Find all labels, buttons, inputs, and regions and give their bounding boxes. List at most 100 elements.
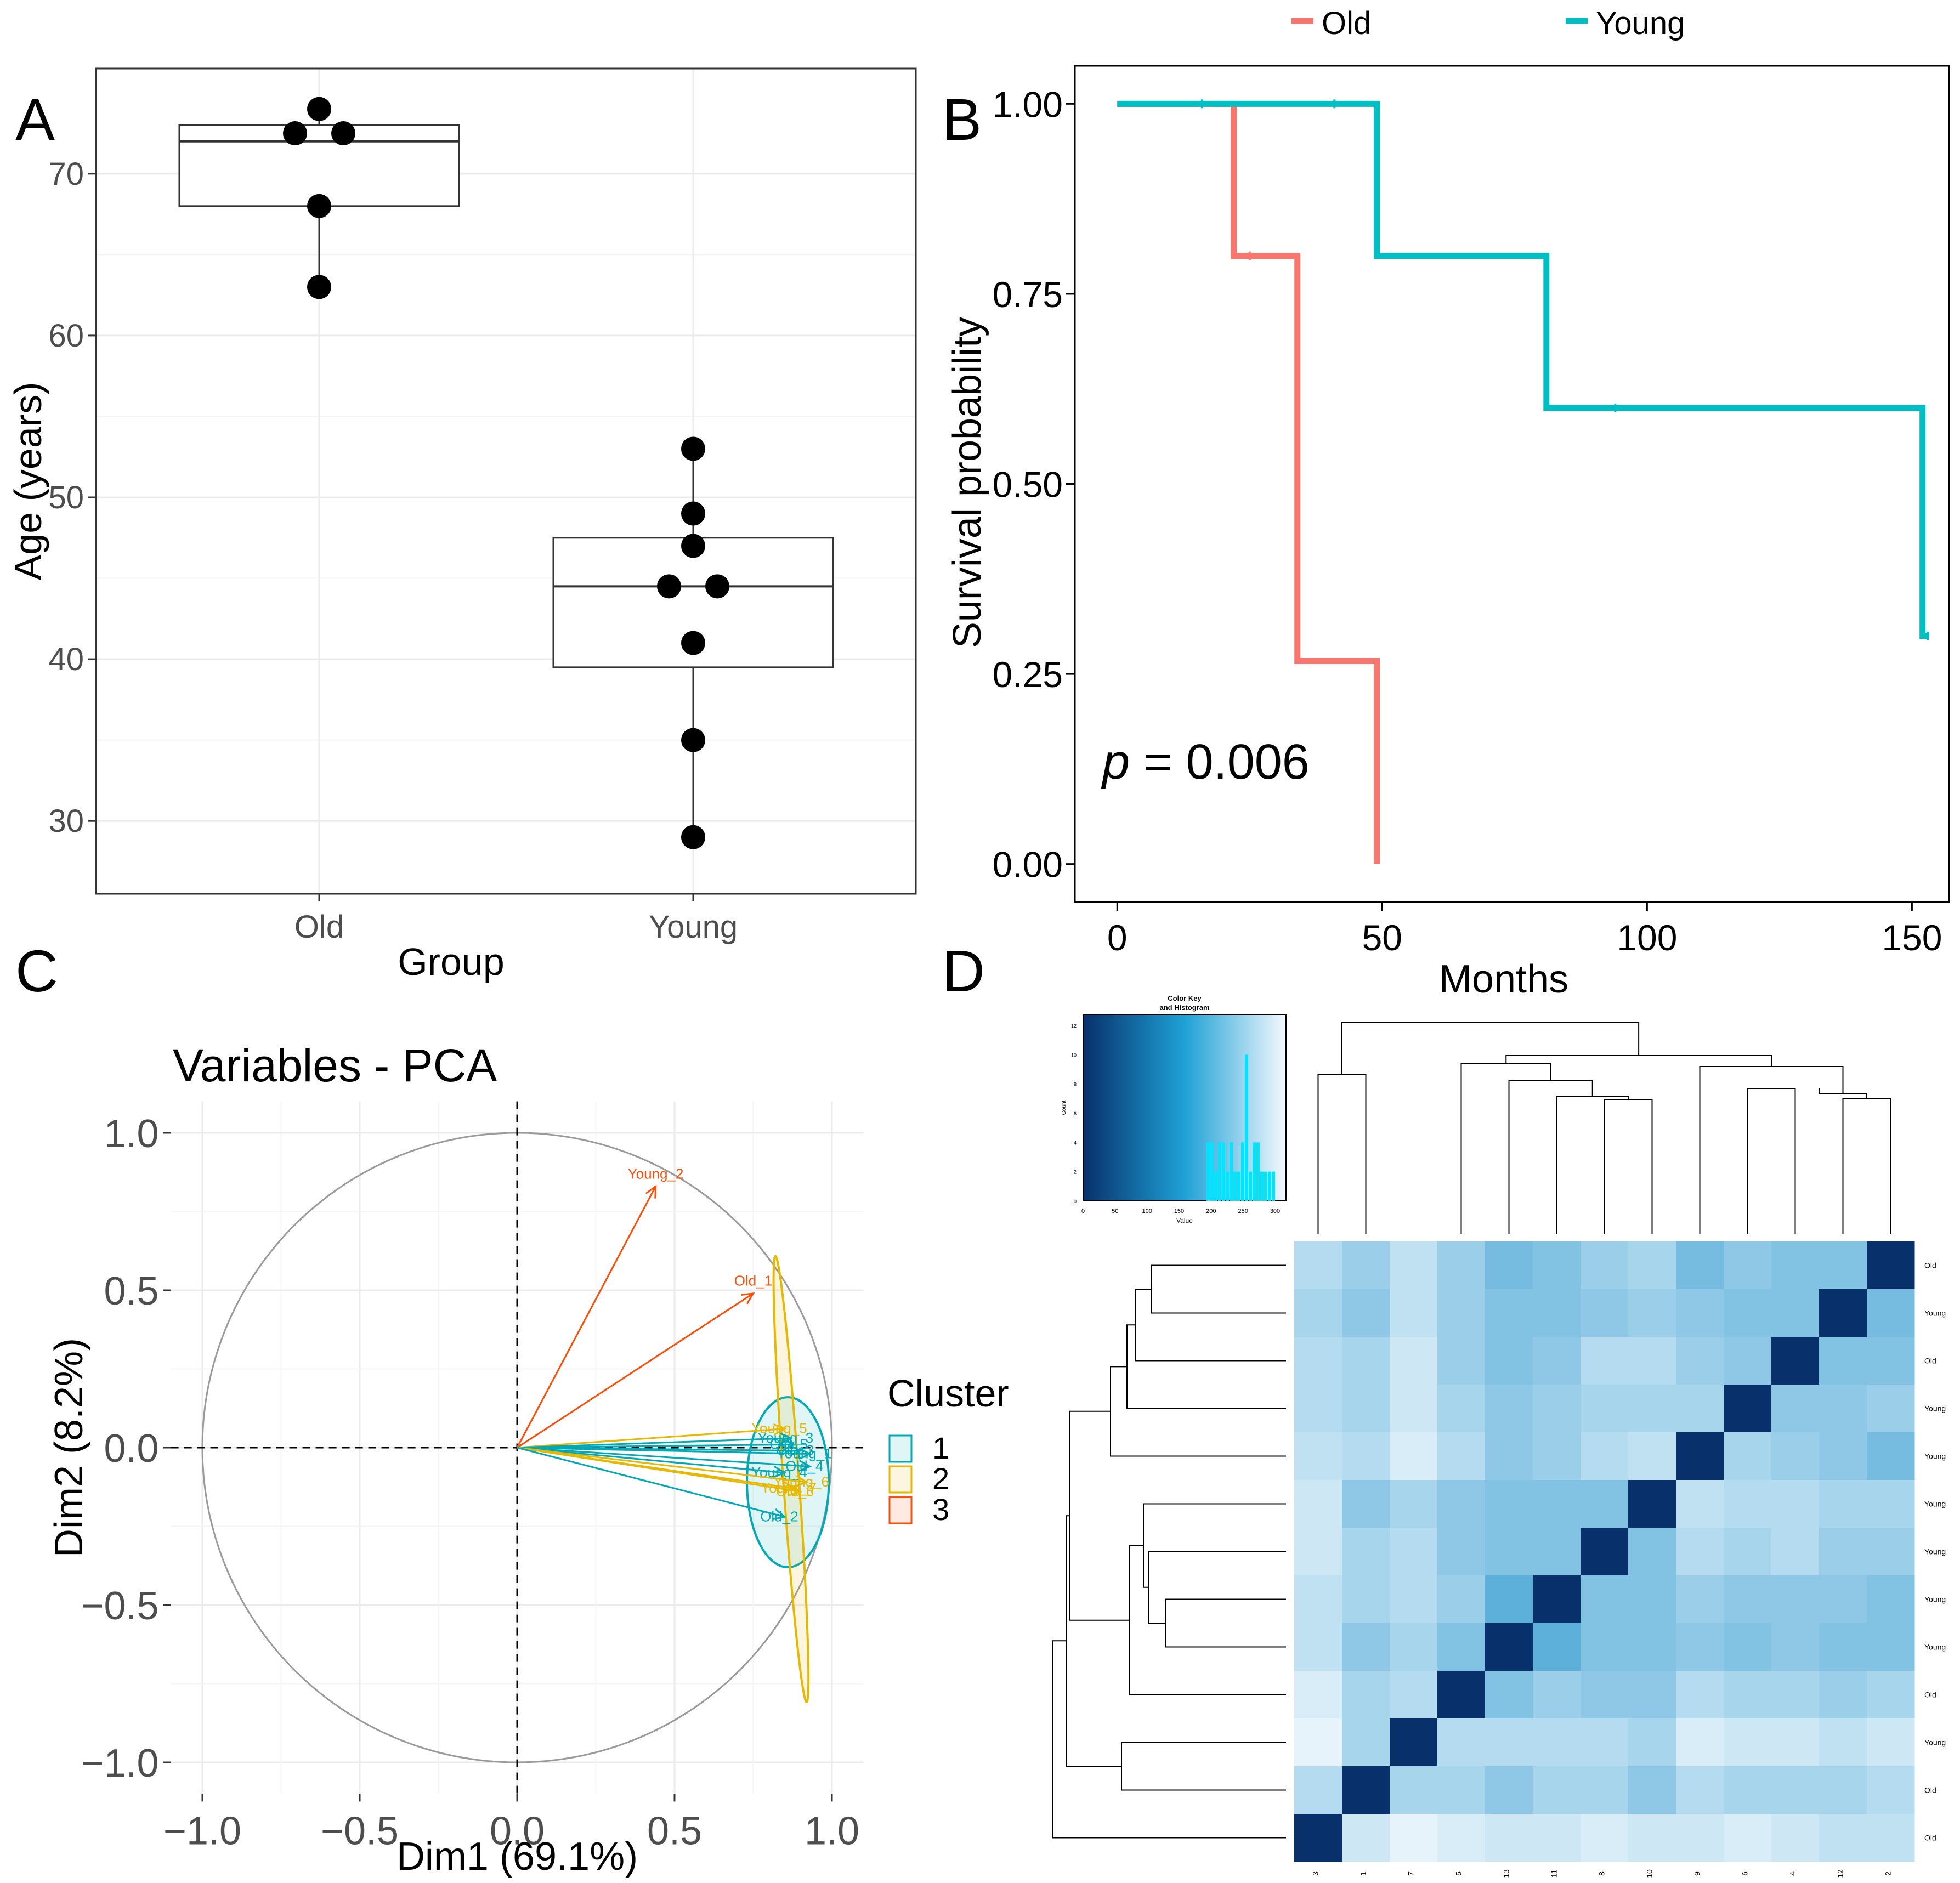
chart-title: Variables - PCA bbox=[173, 1040, 497, 1091]
data-point bbox=[681, 501, 705, 526]
heatmap-cell bbox=[1676, 1385, 1724, 1433]
row-dendrogram-link bbox=[1110, 1366, 1286, 1457]
heatmap-cell bbox=[1819, 1671, 1867, 1719]
arrow-head bbox=[798, 1460, 812, 1472]
row-label: Young bbox=[1924, 1309, 1946, 1318]
heatmap-cell bbox=[1581, 1241, 1629, 1290]
y-tick-label: 70 bbox=[48, 156, 84, 192]
x-axis-title: Months bbox=[1439, 957, 1568, 1001]
row-label: Young bbox=[1924, 1404, 1946, 1413]
heatmap-cell bbox=[1390, 1623, 1438, 1671]
heatmap-cell bbox=[1342, 1289, 1390, 1337]
heatmap-cell bbox=[1485, 1337, 1533, 1385]
heatmap-cell bbox=[1771, 1575, 1820, 1624]
y-tick-label: 0.00 bbox=[993, 844, 1063, 885]
legend-key-3 bbox=[888, 1496, 913, 1524]
heatmap-cell bbox=[1867, 1718, 1915, 1767]
key-x-tick-label: 100 bbox=[1142, 1208, 1152, 1215]
arrow-label: Old_2 bbox=[760, 1508, 798, 1524]
y-axis-title: Dim2 (8.2%) bbox=[47, 1338, 91, 1557]
histogram-bar bbox=[1218, 1142, 1221, 1201]
key-y-tick-label: 4 bbox=[1074, 1140, 1077, 1145]
key-x-tick-label: 150 bbox=[1174, 1208, 1184, 1215]
heatmap-cell bbox=[1485, 1289, 1533, 1337]
heatmap-cell bbox=[1581, 1480, 1629, 1528]
y-tick-label: 0.75 bbox=[993, 274, 1063, 315]
heatmap-cell bbox=[1724, 1766, 1772, 1814]
heatmap-cell bbox=[1867, 1289, 1915, 1337]
key-x-tick-label: 250 bbox=[1238, 1208, 1248, 1215]
heatmap-cell bbox=[1724, 1623, 1772, 1671]
heatmap-cell bbox=[1485, 1623, 1533, 1671]
heatmap-cell bbox=[1294, 1337, 1342, 1385]
key-y-tick-label: 10 bbox=[1071, 1052, 1077, 1058]
data-point bbox=[657, 574, 681, 599]
heatmap-cell bbox=[1724, 1671, 1772, 1719]
y-tick-label: −0.5 bbox=[81, 1584, 158, 1628]
km-curve-young bbox=[1117, 100, 1928, 639]
heatmap-cell bbox=[1628, 1671, 1676, 1719]
row-dendrogram-link bbox=[1151, 1264, 1286, 1314]
key-x-tick-label: 50 bbox=[1112, 1208, 1118, 1215]
row-label: Young bbox=[1924, 1738, 1946, 1747]
heatmap-cell bbox=[1294, 1289, 1342, 1337]
key-x-label: Value bbox=[1176, 1217, 1193, 1224]
key-x-tick-label: 200 bbox=[1206, 1208, 1216, 1215]
heatmap-cell bbox=[1533, 1241, 1581, 1290]
heatmap-cell bbox=[1867, 1337, 1915, 1385]
heatmap-cell bbox=[1628, 1337, 1676, 1385]
arrow-head bbox=[783, 1438, 796, 1451]
heatmap-cell bbox=[1819, 1241, 1867, 1290]
heatmap-cell bbox=[1771, 1241, 1820, 1290]
heatmap-cell bbox=[1437, 1432, 1486, 1481]
heatmap-cell bbox=[1294, 1766, 1342, 1814]
panel-border bbox=[1074, 65, 1950, 903]
panel-b-survival: 0.00 0.25 0.50 0.75 1.00 0 50 100 150 Months Survi… bbox=[945, 5, 1950, 1001]
histogram-bar bbox=[1222, 1142, 1225, 1201]
y-tick-label: 0.5 bbox=[104, 1269, 159, 1313]
heatmap-cell bbox=[1628, 1814, 1676, 1862]
col-label: 11 bbox=[1550, 1870, 1559, 1878]
heatmap-cell bbox=[1724, 1528, 1772, 1576]
data-point bbox=[681, 728, 705, 752]
heatmap-cell bbox=[1485, 1718, 1533, 1767]
heatmap-cell bbox=[1771, 1289, 1820, 1337]
key-x-tick-label: 300 bbox=[1270, 1208, 1280, 1215]
heatmap-cell bbox=[1867, 1241, 1915, 1290]
arrow-label: Old_1 bbox=[734, 1273, 772, 1289]
heatmap-cell bbox=[1390, 1575, 1438, 1624]
row-dendrogram-link bbox=[1121, 1742, 1286, 1791]
loading-arrow bbox=[517, 1428, 785, 1449]
histogram-bar bbox=[1210, 1142, 1214, 1201]
heatmap-cell bbox=[1581, 1766, 1629, 1814]
heatmap-cell bbox=[1390, 1289, 1438, 1337]
col-dendrogram-link bbox=[1508, 1080, 1593, 1234]
heatmap-cell bbox=[1485, 1432, 1533, 1481]
heatmap-cell bbox=[1819, 1575, 1867, 1624]
y-tick-label: 30 bbox=[48, 803, 84, 839]
heatmap-cell bbox=[1294, 1575, 1342, 1624]
heatmap-cell bbox=[1485, 1671, 1533, 1719]
heatmap-cell bbox=[1342, 1337, 1390, 1385]
data-point bbox=[705, 574, 729, 599]
heatmap-cell bbox=[1771, 1814, 1820, 1862]
heatmap-cell bbox=[1342, 1385, 1390, 1433]
heatmap-cell bbox=[1437, 1337, 1486, 1385]
heatmap-cell bbox=[1676, 1575, 1724, 1624]
arrow-label: Young_3 bbox=[758, 1430, 814, 1446]
x-tick-label: −1.0 bbox=[163, 1809, 241, 1853]
heatmap-cell bbox=[1819, 1480, 1867, 1528]
heatmap-cell bbox=[1819, 1432, 1867, 1481]
heatmap-cell bbox=[1867, 1575, 1915, 1624]
heatmap-cell bbox=[1294, 1432, 1342, 1481]
heatmap-cell bbox=[1294, 1528, 1342, 1576]
loading-arrow bbox=[516, 1186, 656, 1448]
heatmap-cell bbox=[1819, 1718, 1867, 1767]
heatmap-cell bbox=[1390, 1528, 1438, 1576]
row-dendrogram-link bbox=[1126, 1324, 1286, 1409]
y-tick-label: 0.0 bbox=[104, 1427, 159, 1471]
heatmap-cell bbox=[1581, 1671, 1629, 1719]
heatmap-cell bbox=[1533, 1432, 1581, 1481]
heatmap-cell bbox=[1867, 1432, 1915, 1481]
